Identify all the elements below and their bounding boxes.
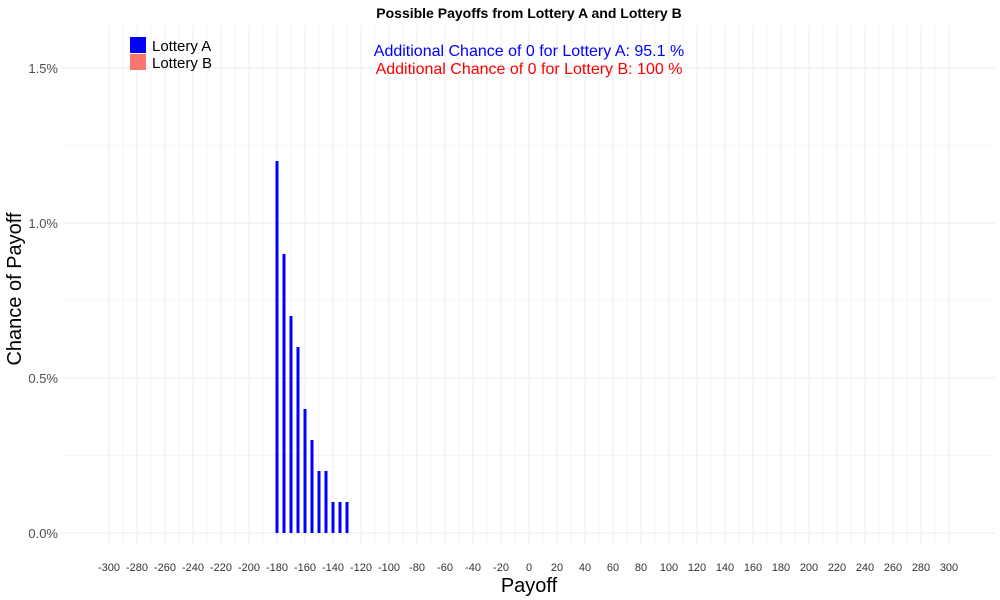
x-tick-label: -20 [493,562,509,574]
legend-label-lottery-a: Lottery A [152,38,211,55]
x-tick-label: 120 [688,562,706,574]
annotation-lottery-b: Additional Chance of 0 for Lottery B: 10… [376,61,683,78]
bar-lottery-a [275,161,279,533]
x-tick-label: 160 [744,562,762,574]
legend-label-lottery-b: Lottery B [152,55,212,72]
x-tick-label: 60 [607,562,619,574]
x-tick-label: -40 [465,562,481,574]
bar-lottery-a [289,316,293,533]
bars-layer [275,161,349,533]
bar-lottery-a [331,502,335,533]
bar-lottery-a [345,502,349,533]
x-tick-label: 100 [660,562,678,574]
x-tick-label: -300 [98,562,120,574]
x-tick-label: 260 [884,562,902,574]
bar-lottery-a [310,440,314,533]
bar-lottery-a [317,471,321,533]
x-tick-label: -100 [378,562,400,574]
x-tick-label: 0 [526,562,532,574]
legend: Lottery A Lottery B [130,37,212,72]
annotation-lottery-a: Additional Chance of 0 for Lottery A: 95… [374,43,684,60]
x-tick-label: -280 [126,562,148,574]
x-tick-label: -180 [266,562,288,574]
bar-lottery-a [338,502,342,533]
x-tick-label: -260 [154,562,176,574]
x-tick-label: -120 [350,562,372,574]
x-tick-label: -80 [409,562,425,574]
x-tick-label: 240 [856,562,874,574]
legend-swatch-lottery-a [130,37,146,53]
y-tick-label: 0.5% [28,371,58,386]
x-tick-labels: -300 -280 -260 -240 -220 -200 -180 -160 -140 -120… [98,562,958,574]
x-tick-label: -220 [210,562,232,574]
x-tick-label: 220 [828,562,846,574]
x-tick-label: -60 [437,562,453,574]
x-tick-label: -200 [238,562,260,574]
x-tick-label: 180 [772,562,790,574]
y-axis-title: Chance of Payoff [4,212,26,366]
y-tick-label: 1.5% [28,61,58,76]
bar-lottery-a [324,471,328,533]
y-tick-labels: 0.0% 0.5% 1.0% 1.5% [28,61,58,541]
chart-title: Possible Payoffs from Lottery A and Lott… [376,5,681,21]
y-tick-label: 1.0% [28,216,58,231]
x-axis-title: Payoff [501,575,558,597]
x-tick-label: 300 [940,562,958,574]
x-tick-label: -140 [322,562,344,574]
x-tick-label: 280 [912,562,930,574]
bar-lottery-a [282,254,286,533]
x-tick-label: 140 [716,562,734,574]
grid-layer [62,25,995,545]
y-tick-label: 0.0% [28,526,58,541]
bar-lottery-a [303,409,307,533]
bar-lottery-a [296,347,300,533]
x-tick-label: -240 [182,562,204,574]
x-tick-label: 200 [800,562,818,574]
x-tick-label: -160 [294,562,316,574]
legend-swatch-lottery-b [130,54,146,70]
x-tick-label: 20 [551,562,563,574]
x-tick-label: 80 [635,562,647,574]
x-tick-label: 40 [579,562,591,574]
